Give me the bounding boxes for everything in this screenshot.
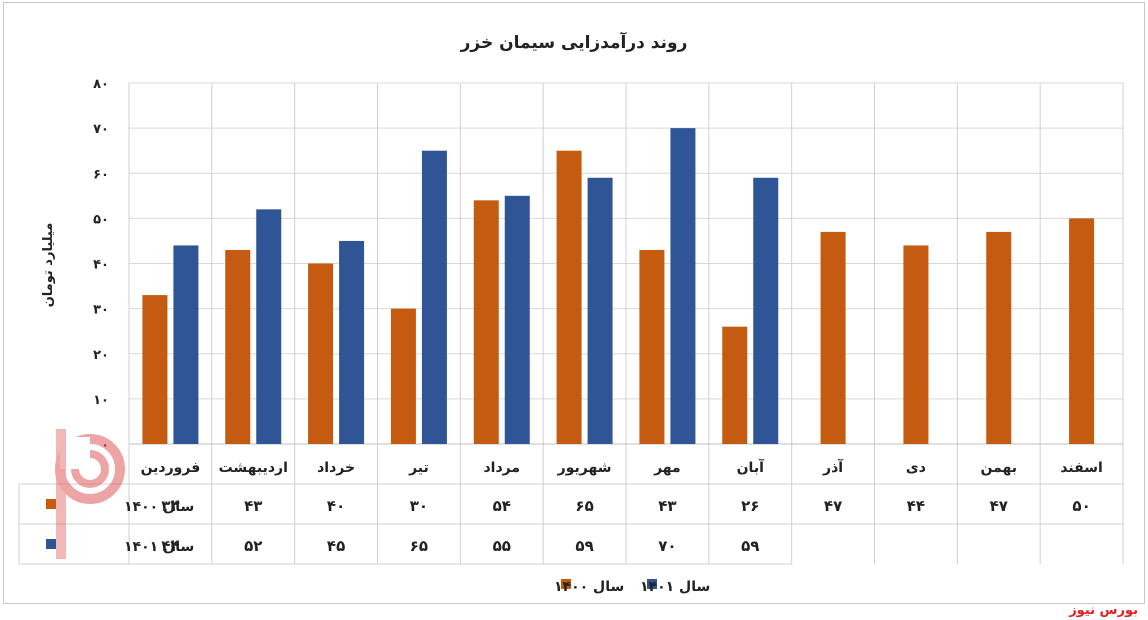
bar-1400 (639, 249, 665, 444)
bar-1400 (225, 249, 251, 444)
y-tick-label: ۸۰ (93, 77, 109, 92)
bar-1400 (1069, 218, 1095, 444)
y-tick-label: ۲۰ (93, 348, 109, 363)
x-tick-label: آذر (822, 458, 844, 476)
data-label: ۶۵ (410, 537, 428, 555)
bar-1400 (722, 326, 748, 444)
source-label: بورس نیوز (1069, 603, 1138, 618)
x-tick-label: فروردین (141, 460, 201, 476)
bar-1401 (256, 209, 282, 444)
y-tick-label: ۶۰ (93, 167, 109, 182)
y-tick-label: ۷۰ (93, 122, 109, 137)
bar-1400 (142, 295, 168, 444)
x-tick-label: مهر (653, 460, 681, 476)
x-tick-label: آبان (737, 458, 765, 476)
table-legend-key (46, 499, 56, 509)
x-tick-label: دی (906, 460, 926, 476)
bar-1400 (390, 308, 416, 444)
data-label: ۴۴ (161, 537, 179, 555)
bar-1400 (556, 150, 582, 444)
y-tick-label: ۱۰ (93, 393, 109, 408)
y-axis-label: میلیارد تومان (41, 223, 56, 308)
bar-1401 (504, 195, 530, 444)
data-label: ۴۳ (244, 497, 262, 515)
legend-swatch (647, 579, 657, 589)
data-label: ۴۷ (990, 497, 1008, 515)
data-label: ۴۰ (327, 497, 345, 515)
x-tick-label: اردیبهشت (219, 460, 288, 476)
bar-1400 (820, 231, 846, 444)
y-tick-label: ۵۰ (93, 212, 109, 227)
data-label: ۵۰ (1072, 497, 1090, 515)
x-tick-label: خرداد (317, 460, 355, 476)
bar-1400 (473, 200, 499, 444)
legend-label: سال ۱۴۰۱ (640, 579, 710, 595)
bar-1400 (986, 231, 1012, 444)
bar-1401 (670, 128, 696, 444)
data-label: ۴۴ (907, 497, 925, 515)
data-label: ۴۳ (658, 497, 676, 515)
data-label: ۵۴ (493, 497, 511, 515)
bar-1401 (173, 245, 199, 444)
data-label: ۷۰ (658, 537, 676, 555)
data-label: ۴۵ (327, 537, 345, 555)
x-tick-label: مرداد (483, 460, 520, 476)
chart-title: روند درآمدزایی سیمان خزر (460, 31, 688, 53)
x-tick-label: اسفند (1060, 460, 1102, 476)
bar-1401 (339, 240, 365, 444)
x-tick-label: تیر (408, 460, 429, 476)
data-label: ۴۷ (824, 497, 842, 515)
data-label: ۳۳ (161, 497, 179, 515)
table-series-name: سال ۱۴۰۱ (124, 539, 194, 555)
table-series-name: سال ۱۴۰۰ (124, 499, 194, 515)
bar-1401 (753, 177, 779, 444)
data-label: ۵۵ (493, 537, 511, 555)
data-label: ۶۵ (575, 497, 593, 515)
y-tick-label: ۳۰ (93, 303, 109, 318)
x-tick-label: بهمن (981, 460, 1017, 476)
revenue-chart: روند درآمدزایی سیمان خزر۰۱۰۲۰۳۰۴۰۵۰۶۰۷۰۸… (18, 31, 1124, 595)
data-label: ۵۹ (575, 537, 593, 555)
x-tick-label: شهریور (557, 460, 612, 476)
watermark-logo (55, 429, 125, 559)
bar-1401 (421, 150, 447, 444)
chart-frame: روند درآمدزایی سیمان خزر ۰ ۱۰ ۲۰ ۳۰ ۴۰ ۵۰ ۶۰ ۷۰ ۸… (3, 2, 1145, 604)
legend-swatch (561, 579, 571, 589)
data-label: ۲۶ (741, 497, 759, 515)
bar-1401 (587, 177, 613, 444)
data-label: ۳۰ (410, 497, 428, 515)
bar-1400 (903, 245, 929, 444)
y-tick-label: ۴۰ (93, 258, 109, 273)
legend-label: سال ۱۴۰۰ (554, 579, 624, 595)
table-legend-key (46, 539, 56, 549)
bar-1400 (308, 263, 334, 444)
data-label: ۵۲ (244, 537, 262, 555)
data-label: ۵۹ (741, 537, 759, 555)
